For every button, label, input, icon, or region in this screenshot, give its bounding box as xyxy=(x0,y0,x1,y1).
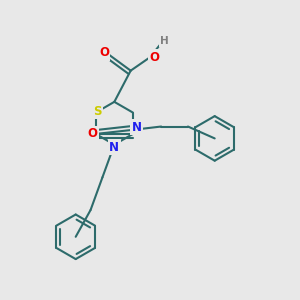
Text: O: O xyxy=(88,128,98,140)
Text: O: O xyxy=(149,51,160,64)
Text: N: N xyxy=(109,140,119,154)
Text: S: S xyxy=(93,105,101,118)
Text: H: H xyxy=(160,36,169,46)
Text: N: N xyxy=(131,121,142,134)
Text: O: O xyxy=(99,46,109,59)
